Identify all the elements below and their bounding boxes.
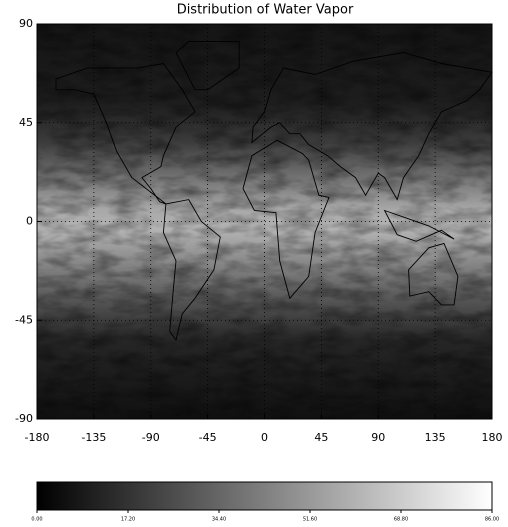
colorbar-tick-label: 0.00 xyxy=(31,517,42,523)
coastline xyxy=(175,41,240,91)
colorbar-tick-label: 68.80 xyxy=(394,517,408,523)
x-tick-label: 45 xyxy=(314,431,328,444)
colorbar-tick-label: 51.60 xyxy=(303,517,317,523)
x-tick-label: 180 xyxy=(482,431,503,444)
x-tick-label: -135 xyxy=(81,431,106,444)
y-tick-label: 45 xyxy=(19,116,33,129)
colorbar-tick-label: 17.20 xyxy=(121,517,135,523)
map-area xyxy=(37,24,493,419)
x-tick-label: 0 xyxy=(261,431,268,444)
x-tick-label: -90 xyxy=(142,431,160,444)
coastline xyxy=(383,209,455,242)
y-tick-label: 0 xyxy=(26,215,33,228)
coastline xyxy=(408,242,459,306)
map-title: Distribution of Water Vapor xyxy=(177,3,354,18)
y-tick-label: 90 xyxy=(19,17,33,30)
y-tick-label: -45 xyxy=(15,313,33,326)
x-tick-label: -180 xyxy=(25,431,50,444)
y-tick-label: -90 xyxy=(15,412,33,425)
x-tick-label: 90 xyxy=(371,431,385,444)
coastline xyxy=(55,63,196,205)
coastline xyxy=(251,52,493,201)
x-tick-label: -45 xyxy=(199,431,217,444)
colorbar xyxy=(36,481,493,511)
colorbar-tick-label: 86.00 xyxy=(485,517,499,523)
coastline xyxy=(242,139,330,300)
colorbar-tick-label: 34.40 xyxy=(212,517,226,523)
map-frame xyxy=(36,23,493,420)
x-tick-label: 135 xyxy=(425,431,446,444)
